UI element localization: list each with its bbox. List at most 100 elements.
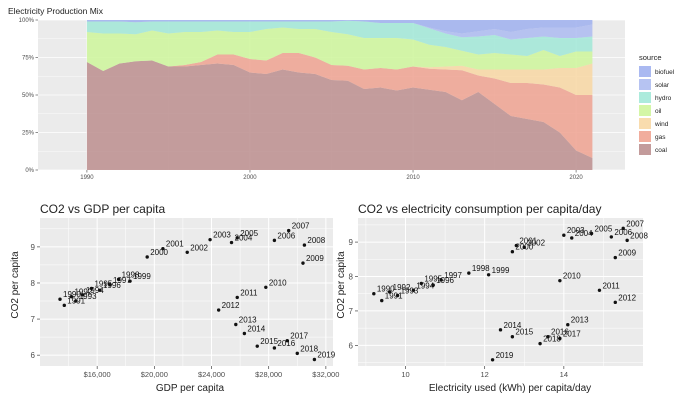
scatter-elec-y-ticks: 6 7 8 9 bbox=[349, 238, 358, 350]
point-label-2001: 2001 bbox=[519, 237, 537, 246]
point-label-2019: 2019 bbox=[496, 351, 514, 360]
point-2010 bbox=[558, 278, 562, 283]
legend-label-biofuel: biofuel bbox=[655, 69, 675, 76]
scatter-y-tick-label: 7 bbox=[349, 307, 354, 316]
legend-label-oil: oil bbox=[655, 108, 662, 115]
point-label-2012: 2012 bbox=[222, 301, 240, 310]
area-x-tick-label: 2010 bbox=[406, 175, 420, 181]
area-chart-x-ticks: 1990 2000 2010 2020 bbox=[80, 170, 583, 181]
scatter-gdp-xlabel: GDP per capita bbox=[156, 383, 225, 394]
point-1997 bbox=[439, 278, 443, 282]
point-label-1995: 1995 bbox=[94, 279, 112, 288]
point-1994 bbox=[81, 293, 85, 297]
area-layer-biofuel bbox=[86, 20, 593, 34]
point-label-2016: 2016 bbox=[551, 328, 569, 337]
legend-title: source bbox=[639, 53, 662, 62]
point-label-2014: 2014 bbox=[504, 321, 522, 330]
point-2002 bbox=[185, 250, 189, 254]
point-2002 bbox=[522, 245, 526, 249]
point-label-1993: 1993 bbox=[79, 292, 97, 301]
point-label-2003: 2003 bbox=[213, 231, 231, 240]
point-label-1994: 1994 bbox=[86, 286, 104, 295]
point-label-1999: 1999 bbox=[492, 266, 510, 275]
area-layer-solar bbox=[86, 20, 593, 40]
point-2011 bbox=[597, 288, 602, 292]
point-2013 bbox=[234, 322, 238, 327]
scatter-x-tick-label: 12 bbox=[480, 370, 488, 379]
point-1991 bbox=[380, 298, 384, 303]
legend-key-solar bbox=[639, 79, 651, 90]
point-label-2004: 2004 bbox=[235, 234, 253, 243]
point-label-2017: 2017 bbox=[290, 332, 308, 341]
scatter-y-tick-label: 8 bbox=[31, 279, 36, 288]
point-2010 bbox=[264, 285, 268, 290]
point-1996 bbox=[431, 283, 435, 287]
point-label-2011: 2011 bbox=[240, 288, 258, 297]
point-1998 bbox=[116, 277, 121, 282]
point-2003 bbox=[562, 233, 566, 237]
point-2001 bbox=[514, 243, 519, 248]
point-label-2007: 2007 bbox=[626, 219, 644, 228]
point-1999 bbox=[128, 279, 132, 283]
point-label-2014: 2014 bbox=[247, 325, 265, 334]
scatter-y-tick-label: 9 bbox=[349, 238, 354, 247]
legend-key-biofuel bbox=[639, 66, 651, 77]
point-label-2015: 2015 bbox=[260, 337, 278, 346]
area-layer-wind bbox=[86, 53, 593, 95]
point-label-2010: 2010 bbox=[563, 272, 581, 281]
point-label-2006: 2006 bbox=[614, 228, 632, 237]
point-label-1997: 1997 bbox=[444, 271, 462, 280]
point-1998 bbox=[467, 271, 471, 275]
point-2019 bbox=[490, 358, 495, 362]
point-label-1990: 1990 bbox=[377, 285, 395, 294]
point-2014 bbox=[498, 328, 503, 332]
scatter-elec-title: CO2 vs electricity consumption per capit… bbox=[358, 202, 601, 216]
scatter-elec-gridlines bbox=[358, 218, 643, 366]
point-1993 bbox=[395, 293, 400, 298]
area-layer-gas bbox=[86, 53, 593, 158]
point-label-2010: 2010 bbox=[269, 278, 287, 287]
point-1992 bbox=[387, 290, 392, 294]
area-y-tick-label: 75% bbox=[22, 56, 35, 62]
point-label-2013: 2013 bbox=[239, 315, 257, 324]
point-2013 bbox=[566, 322, 570, 327]
point-2012 bbox=[216, 308, 221, 312]
point-label-1995: 1995 bbox=[424, 274, 442, 283]
area-chart-legend: source biofuel solar hydro oil wind gas coal bbox=[639, 53, 675, 155]
point-label-2015: 2015 bbox=[515, 328, 533, 337]
point-2009 bbox=[301, 261, 305, 265]
scatter-x-tick-label: $24,000 bbox=[198, 370, 225, 379]
scatter-x-tick-label: $28,000 bbox=[255, 370, 282, 379]
scatter-gdp-points: 1990199119921993199419951996199719981999… bbox=[58, 222, 336, 362]
legend-key-coal bbox=[639, 144, 651, 155]
legend-key-oil bbox=[639, 105, 651, 116]
point-2011 bbox=[235, 295, 239, 300]
point-2016 bbox=[546, 335, 550, 339]
point-label-2005: 2005 bbox=[240, 229, 258, 238]
point-label-2009: 2009 bbox=[306, 254, 324, 263]
point-label-1994: 1994 bbox=[416, 281, 434, 290]
scatter-gdp-panel bbox=[40, 218, 333, 366]
area-y-tick-label: 100% bbox=[19, 18, 35, 24]
point-2009 bbox=[613, 255, 617, 260]
point-label-1998: 1998 bbox=[472, 264, 490, 273]
point-1996 bbox=[98, 288, 102, 292]
legend-label-wind: wind bbox=[654, 121, 669, 128]
point-2014 bbox=[242, 331, 247, 336]
area-chart-title: Electricity Production Mix bbox=[8, 6, 104, 16]
point-label-2005: 2005 bbox=[595, 224, 613, 233]
electricity-mix-chart: Electricity Production Mix 1990 2000 2010 2… bbox=[8, 6, 675, 181]
area-chart-layers bbox=[86, 20, 593, 170]
point-label-2001: 2001 bbox=[166, 240, 184, 249]
point-1990 bbox=[58, 297, 62, 301]
point-label-2009: 2009 bbox=[618, 249, 636, 258]
scatter-y-tick-label: 6 bbox=[31, 351, 36, 360]
point-label-2018: 2018 bbox=[300, 344, 318, 353]
point-2008 bbox=[302, 243, 307, 247]
scatter-elec-xlabel: Electricity used (kWh) per capita/day bbox=[429, 383, 591, 394]
point-2017 bbox=[285, 339, 289, 343]
legend-label-solar: solar bbox=[655, 82, 670, 89]
point-label-2019: 2019 bbox=[317, 351, 335, 360]
point-2008 bbox=[625, 238, 629, 243]
point-label-2008: 2008 bbox=[630, 231, 648, 240]
